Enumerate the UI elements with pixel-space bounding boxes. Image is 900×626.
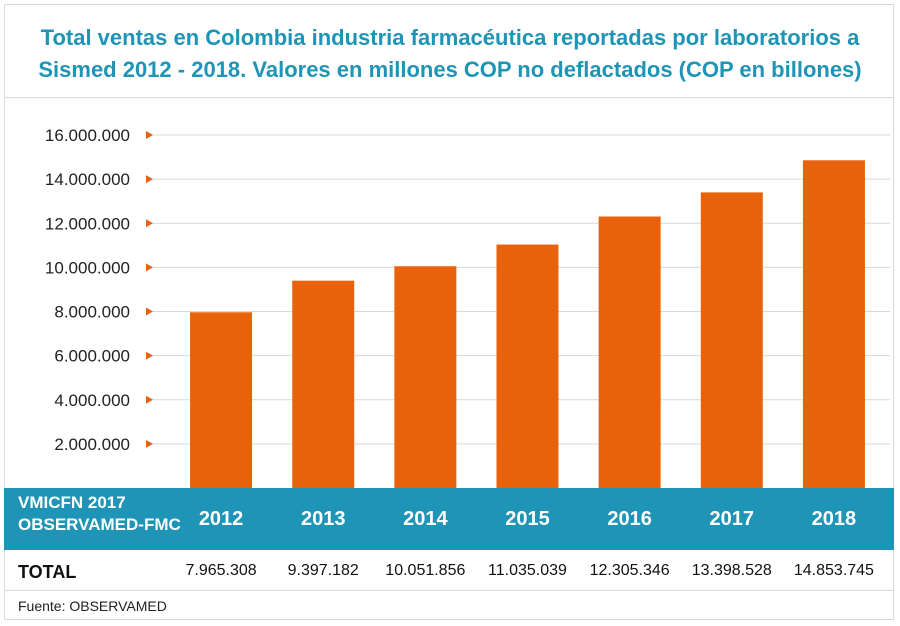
x-tick-label: 2012	[198, 508, 244, 530]
tick-marker	[146, 395, 153, 404]
bar-2016	[598, 216, 661, 488]
source-note: Fuente: OBSERVAMED	[18, 598, 167, 614]
bar-2017	[700, 192, 763, 489]
y-tick-label: 6.000.000	[54, 347, 130, 366]
year-header-band	[4, 488, 894, 550]
tick-marker	[146, 439, 153, 448]
total-value: 13.398.528	[691, 562, 772, 579]
chart-title: Total ventas en Colombia industria farma…	[0, 22, 900, 86]
y-tick-label: 10.000.000	[45, 258, 130, 277]
row-header-line-2: OBSERVAMED-FMC	[18, 515, 181, 534]
chart-frame	[4, 4, 894, 620]
y-tick-label: 16.000.000	[45, 126, 130, 145]
y-tick-label: 2.000.000	[54, 435, 130, 454]
row-header-line-1: VMICFN 2017	[18, 493, 126, 512]
y-tick-label: 12.000.000	[45, 214, 130, 233]
title-divider	[4, 97, 894, 98]
x-tick-label: 2015	[505, 508, 550, 530]
x-tick-label: 2017	[709, 508, 755, 530]
total-value: 7.965.308	[185, 562, 257, 579]
bar-2018	[802, 160, 865, 488]
x-tick-label: 2013	[300, 508, 346, 530]
y-tick-label: 8.000.000	[54, 303, 130, 322]
total-value: 10.051.856	[385, 562, 466, 579]
total-value: 11.035.039	[488, 562, 567, 579]
total-value: 9.397.182	[287, 562, 359, 579]
bar-2015	[496, 244, 559, 488]
row-header-label: VMICFN 2017 OBSERVAMED-FMC	[18, 492, 193, 536]
total-divider	[4, 590, 894, 591]
x-tick-label: 2016	[607, 508, 652, 530]
chart-title-line-2: Sismed 2012 - 2018. Valores en millones …	[38, 57, 862, 82]
bar-chart: 2.000.000 4.000.000 6.000.000 8.000.000 10.0…	[45, 126, 890, 489]
tick-marker	[146, 175, 153, 184]
x-tick-label: 2018	[811, 508, 857, 530]
total-row-label: TOTAL	[18, 562, 77, 582]
chart-title-line-1: Total ventas en Colombia industria farma…	[40, 25, 860, 50]
tick-marker	[146, 263, 153, 272]
bar-2012	[190, 312, 253, 488]
total-value: 14.853.745	[793, 562, 874, 579]
tick-marker	[146, 351, 153, 360]
x-tick-label: 2014	[403, 508, 448, 530]
tick-marker	[146, 131, 153, 139]
tick-marker	[146, 219, 153, 228]
tick-marker	[146, 307, 153, 316]
y-tick-label: 14.000.000	[45, 170, 130, 189]
total-value: 12.305.346	[589, 562, 670, 579]
y-tick-label: 4.000.000	[54, 391, 130, 410]
bar-2014	[394, 266, 457, 488]
bar-2013	[292, 280, 355, 488]
